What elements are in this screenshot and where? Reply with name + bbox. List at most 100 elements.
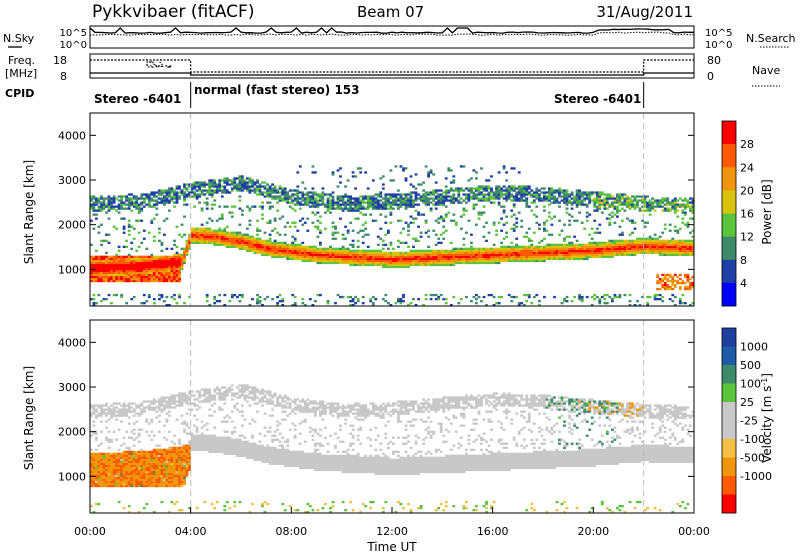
power-cell: [329, 253, 332, 256]
power-cell: [432, 261, 436, 265]
power-cell: [407, 261, 410, 265]
power-cell: [223, 243, 227, 246]
power-cell: [490, 247, 493, 250]
power-cell: [515, 243, 519, 246]
power-cell: [527, 187, 531, 190]
power-cell: [434, 189, 438, 192]
power-cell: [512, 185, 516, 188]
power-cell: [366, 195, 370, 198]
power-cell: [142, 237, 146, 240]
power-cell: [256, 247, 259, 250]
power-cell: [621, 207, 624, 210]
power-cell: [663, 281, 667, 285]
power-cell: [605, 243, 609, 246]
power-cell: [480, 247, 483, 250]
power-cell: [100, 201, 103, 204]
power-cell: [397, 265, 400, 269]
power-cell: [102, 205, 106, 208]
power-cell: [432, 257, 436, 261]
power-cell: [580, 253, 584, 256]
power-cell: [233, 293, 237, 297]
power-cell: [535, 249, 539, 252]
power-cell: [173, 257, 176, 261]
power-cell: [389, 203, 393, 206]
power-cell: [583, 255, 587, 258]
power-cell: [487, 199, 491, 202]
power-cell: [671, 243, 675, 246]
velocity-cell: [115, 484, 118, 488]
power-cell: [283, 243, 287, 246]
power-cell: [580, 191, 584, 194]
power-cell: [490, 197, 493, 200]
velocity-cell: [125, 482, 128, 486]
power-cell: [127, 201, 131, 204]
power-cell: [158, 267, 161, 271]
power-cell: [173, 279, 176, 283]
power-cell: [137, 197, 141, 200]
power-cell: [444, 185, 448, 188]
power-cell: [512, 247, 516, 250]
power-cell: [331, 257, 335, 261]
velocity-cell: [117, 412, 121, 415]
power-cell: [525, 203, 529, 206]
power-cell: [173, 267, 176, 271]
power-cell: [238, 189, 242, 192]
power-cell: [404, 261, 408, 265]
power-cell: [409, 249, 413, 252]
power-cell: [414, 304, 418, 307]
power-cell: [158, 189, 161, 192]
power-cell: [668, 298, 672, 301]
velocity-cell: [90, 448, 93, 451]
power-cell: [470, 253, 473, 256]
power-cell: [152, 257, 156, 261]
power-cell: [538, 304, 541, 307]
power-cell: [404, 221, 408, 224]
power-cell: [364, 201, 368, 204]
power-cell: [412, 201, 415, 204]
power-cell: [120, 207, 123, 210]
power-cell: [210, 189, 214, 192]
velocity-cell: [110, 408, 113, 411]
power-cell: [394, 302, 398, 305]
power-cell: [160, 273, 164, 277]
power-cell: [213, 183, 217, 186]
power-cell: [336, 201, 340, 204]
velocity-cell: [100, 478, 103, 482]
power-cell: [623, 251, 627, 254]
power-cell: [495, 302, 498, 305]
power-cell: [361, 261, 365, 265]
power-cell: [132, 263, 136, 267]
power-cell: [472, 207, 476, 210]
velocity-cell: [112, 406, 116, 409]
power-cell: [278, 199, 282, 202]
power-cell: [485, 255, 488, 258]
power-cell: [213, 199, 217, 202]
power-cell: [346, 251, 350, 254]
power-cell: [238, 231, 242, 234]
power-cell: [326, 209, 330, 212]
power-cell: [429, 201, 433, 204]
power-cell: [356, 203, 360, 206]
power-cell: [407, 229, 410, 232]
velocity-cell: [112, 484, 116, 488]
power-cell: [691, 241, 695, 244]
power-cell: [397, 259, 400, 263]
power-cell: [311, 165, 315, 168]
power-cell: [364, 195, 368, 198]
cpid-label: CPID: [5, 87, 34, 100]
power-cell: [188, 193, 191, 196]
power-cell: [530, 201, 534, 204]
power-cell: [288, 253, 292, 256]
power-cell: [273, 243, 277, 246]
power-cell: [251, 183, 254, 186]
power-cell: [653, 249, 657, 252]
power-cell: [132, 205, 136, 208]
nsky-lo-tick: 10^0: [60, 40, 87, 51]
power-cell: [132, 255, 136, 258]
power-cell: [525, 255, 529, 258]
power-cell: [661, 197, 665, 200]
power-cell: [399, 300, 403, 303]
power-cell: [107, 265, 111, 269]
power-cell: [465, 251, 468, 254]
power-cell: [105, 211, 108, 214]
